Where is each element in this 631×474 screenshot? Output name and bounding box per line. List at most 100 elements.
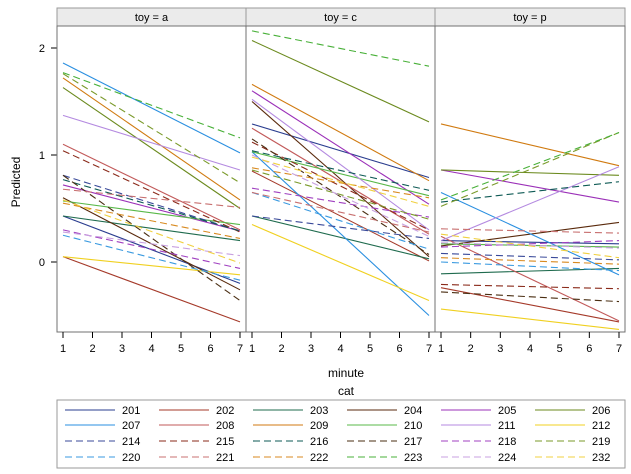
series-line-207 xyxy=(62,62,241,154)
x-tick-label: 3 xyxy=(119,343,125,355)
series-line-222 xyxy=(251,167,430,199)
series-line-211 xyxy=(251,98,430,231)
series-line-220 xyxy=(440,261,620,272)
panel-title: toy = c xyxy=(324,12,357,24)
x-tick-label: 4 xyxy=(527,343,533,355)
series-line-214 xyxy=(251,215,430,240)
series-line-205 xyxy=(251,90,430,205)
y-tick-label: 1 xyxy=(39,150,45,162)
series-line-216 xyxy=(251,150,430,191)
legend-label-218: 218 xyxy=(498,436,516,448)
series-line-223 xyxy=(251,30,430,67)
series-line-221 xyxy=(62,188,241,208)
legend-label-220: 220 xyxy=(122,452,140,464)
series-line-203 xyxy=(251,215,430,260)
legend-box xyxy=(56,399,626,469)
series-line-210 xyxy=(62,200,241,226)
x-tick-label: 5 xyxy=(367,343,373,355)
legend-label-207: 207 xyxy=(122,420,140,432)
panel-frame xyxy=(56,25,247,333)
series-line-219 xyxy=(62,73,241,184)
series-line-206 xyxy=(440,169,620,176)
series-line-232 xyxy=(440,233,620,259)
legend-label-221: 221 xyxy=(216,452,234,464)
series-line-232 xyxy=(251,156,430,207)
series-line-209 xyxy=(62,77,241,201)
panel-3: toy = p 1 2 3 4 5 6 7 xyxy=(434,7,626,355)
series-line-224 xyxy=(62,231,241,257)
legend-label-232: 232 xyxy=(592,452,610,464)
legend-label-224: 224 xyxy=(498,452,516,464)
series-line-218 xyxy=(440,240,620,248)
series-line-210 xyxy=(251,151,430,197)
series-line-201 xyxy=(251,123,430,178)
x-tick-label: 7 xyxy=(616,343,622,355)
legend-label-217: 217 xyxy=(404,436,422,448)
series-line-218 xyxy=(62,229,241,269)
legend-label-210: 210 xyxy=(404,420,422,432)
legend-label-211: 211 xyxy=(498,420,516,432)
legend-label-202: 202 xyxy=(216,405,234,417)
panel-frame xyxy=(434,25,626,333)
series-line-216 xyxy=(62,179,241,232)
x-tick-label: 2 xyxy=(89,343,95,355)
panel-title: toy = p xyxy=(513,12,546,24)
series-line-212 xyxy=(62,256,241,276)
legend-label-209: 209 xyxy=(310,420,328,432)
series-line-223 xyxy=(62,72,241,139)
series-line-217 xyxy=(440,291,620,303)
series-line-222 xyxy=(62,202,241,239)
series-line-212 xyxy=(251,224,430,302)
panels: 0 1 2 toy = a 1 2 3 4 5 6 7 toy = c 1 2 3 4 5 6 7 toy = p 1 2… xyxy=(39,7,626,355)
series-line-206 xyxy=(62,87,241,209)
series-line-208 xyxy=(62,143,241,231)
legend-label-219: 219 xyxy=(592,436,610,448)
legend-label-222: 222 xyxy=(310,452,328,464)
legend-label-206: 206 xyxy=(592,405,610,417)
x-tick-label: 7 xyxy=(426,343,432,355)
series-line-201 xyxy=(440,240,620,245)
legend-title: cat xyxy=(338,384,355,398)
x-tick-label: 5 xyxy=(557,343,563,355)
x-tick-label: 7 xyxy=(237,343,243,355)
panel-2: toy = c 1 2 3 4 5 6 7 xyxy=(245,7,436,355)
legend-label-205: 205 xyxy=(498,405,516,417)
series-line-217 xyxy=(62,174,241,301)
x-tick-label: 3 xyxy=(308,343,314,355)
legend-label-208: 208 xyxy=(216,420,234,432)
legend-label-201: 201 xyxy=(122,405,140,417)
legend-label-203: 203 xyxy=(310,405,328,417)
panel-1: toy = a 1 2 3 4 5 6 7 xyxy=(56,7,247,355)
x-tick-label: 4 xyxy=(337,343,343,355)
series-line-202 xyxy=(440,287,620,323)
series-line-212 xyxy=(440,308,620,330)
series-line-205 xyxy=(440,169,620,203)
series-line-202 xyxy=(251,170,430,262)
y-tick-label: 2 xyxy=(39,43,45,55)
series-line-209 xyxy=(251,83,430,182)
x-tick-label: 6 xyxy=(396,343,402,355)
series-line-220 xyxy=(62,234,241,281)
legend-label-215: 215 xyxy=(216,436,234,448)
series-line-203 xyxy=(62,215,241,242)
legend-label-212: 212 xyxy=(592,420,610,432)
series-line-206 xyxy=(251,40,430,123)
series-line-211 xyxy=(440,166,620,242)
series-line-209 xyxy=(440,123,620,167)
series-line-207 xyxy=(440,191,620,276)
panel-title: toy = a xyxy=(135,12,169,24)
series-line-218 xyxy=(251,187,430,218)
series-line-219 xyxy=(440,132,620,207)
x-tick-label: 1 xyxy=(60,343,66,355)
x-tick-label: 5 xyxy=(178,343,184,355)
y-axis-label: Predicted xyxy=(9,157,23,208)
series-line-222 xyxy=(440,257,620,265)
series-line-217 xyxy=(251,138,430,255)
series-line-216 xyxy=(440,181,620,203)
x-axis-label: minute xyxy=(328,366,364,380)
x-tick-label: 6 xyxy=(586,343,592,355)
series-line-202 xyxy=(62,256,241,323)
series-line-221 xyxy=(440,228,620,234)
series-line-211 xyxy=(62,114,241,171)
x-tick-label: 2 xyxy=(278,343,284,355)
